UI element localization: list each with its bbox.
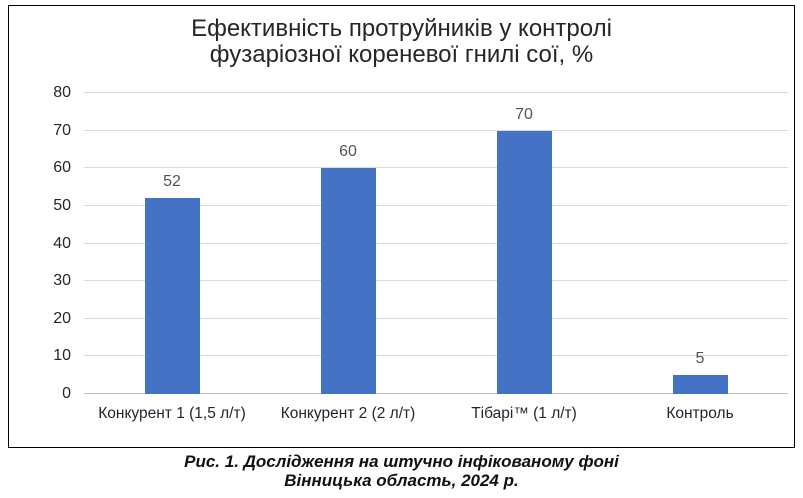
bar-value-label-2: 60 (339, 143, 357, 161)
chart-area: Ефективність протруйників у контролі фуз… (8, 5, 795, 448)
x-axis-category-label-3: Тібарі™ (1 л/т) (471, 405, 577, 422)
x-axis-category-label-4: Контроль (666, 405, 734, 422)
y-axis-tick-label-70: 70 (53, 121, 71, 139)
y-axis-tick-label-40: 40 (53, 234, 71, 252)
y-axis-tick-label-10: 10 (53, 347, 71, 365)
bar-value-label-1: 52 (163, 173, 181, 191)
bar-value-label-4: 5 (695, 350, 705, 368)
x-axis-category-label-1: Конкурент 1 (1,5 л/т) (98, 405, 246, 422)
bar-1 (144, 198, 200, 394)
x-axis-category-label-2: Конкурент 2 (2 л/т) (280, 405, 416, 422)
y-axis-tick-label-30: 30 (53, 272, 71, 290)
y-gridline-40 (84, 242, 788, 244)
chart-title-line-1: Ефективність протруйників у контролі (191, 15, 612, 42)
y-axis-tick-label-0: 0 (62, 385, 71, 402)
figure-caption-line-2: Вінницька область, 2024 р. (284, 471, 519, 490)
y-axis-tick-label-60: 60 (53, 159, 71, 177)
y-gridline-70 (84, 129, 788, 131)
bar-2 (320, 168, 376, 394)
bar-4 (672, 375, 728, 394)
y-gridline-30 (84, 280, 788, 282)
y-axis-tick-label-50: 50 (53, 196, 71, 214)
y-axis-tick-label-20: 20 (53, 309, 71, 327)
y-gridline-20 (84, 317, 788, 319)
y-gridline-50 (84, 204, 788, 206)
figure-caption: Рис. 1. Дослідження на штучно інфіковано… (0, 452, 803, 490)
plot-area: 0 10 20 30 40 50 60 70 80 52 Конкурент 1 (1,5 л/т)… (53, 84, 788, 422)
chart-title-line-2: фузаріозної кореневої гнилі сої, % (209, 41, 594, 68)
bar-value-label-3: 70 (515, 105, 533, 123)
chart-title: Ефективність протруйників у контролі фуз… (9, 16, 794, 68)
bar-3 (496, 130, 552, 394)
y-gridline-60 (84, 167, 788, 169)
x-axis-line (84, 393, 788, 394)
figure-caption-line-1: Рис. 1. Дослідження на штучно інфіковано… (184, 452, 619, 471)
y-axis-tick-label-80: 80 (53, 84, 71, 101)
y-gridline-80 (84, 92, 788, 93)
y-gridline-10 (84, 355, 788, 357)
